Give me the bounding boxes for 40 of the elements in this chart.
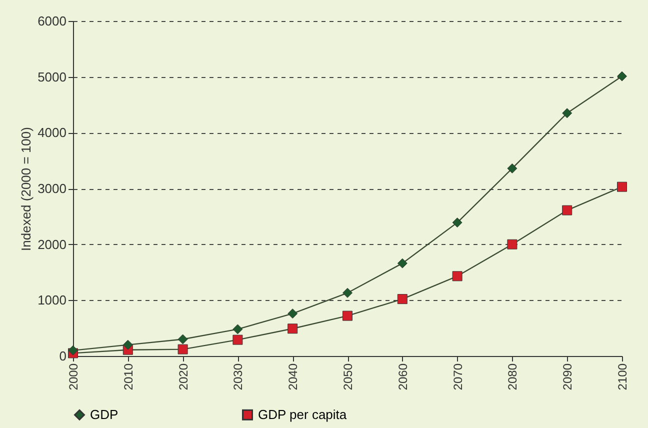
x-tick-label: 2030 [231,363,246,390]
y-tick-label: 2000 [38,236,66,252]
x-tick-label: 2020 [176,363,190,390]
point [178,334,188,344]
point [617,182,627,192]
point [122,340,133,350]
x-tick-label: 2040 [286,363,300,390]
point [68,345,78,356]
point [562,108,572,118]
y-tick-label: 1000 [38,292,66,308]
point [232,324,243,334]
y-axis-title: Indexed (2000 = 100) [18,127,34,251]
x-tick-label: 2100 [616,363,630,390]
legend-label: GDP per capita [258,406,348,422]
x-tick-label: 2070 [450,363,465,390]
point [288,324,298,334]
y-tick-label: 0 [59,348,66,364]
point [232,334,243,345]
point [507,163,518,174]
x-tick-label: 2090 [560,363,575,390]
point [452,271,462,282]
legend-label: GDP [90,406,118,422]
point [397,294,408,304]
point [342,288,352,298]
y-tick-label: 4000 [38,125,66,140]
point [617,71,627,82]
point [562,205,572,216]
y-tick-label: 6000 [38,14,66,28]
x-tick-label: 2060 [396,363,410,390]
y-tick-label: 5000 [38,69,66,84]
point [288,308,298,319]
x-tick-label: 2080 [506,363,520,390]
x-tick-label: 2050 [341,363,355,390]
point [507,239,518,250]
x-tick-label: 2010 [121,363,136,390]
y-tick-label: 3000 [38,181,66,196]
point [342,310,352,321]
point [452,218,462,228]
point [397,258,408,268]
point [178,344,188,354]
